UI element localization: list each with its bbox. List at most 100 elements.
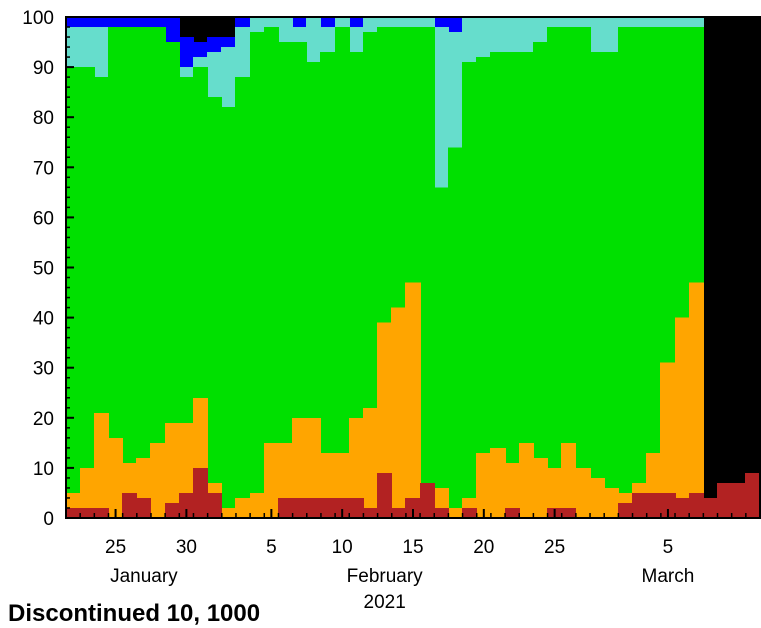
green-bar [476, 57, 491, 519]
darkred-bar [731, 482, 746, 518]
orange-bar [575, 467, 591, 518]
x-tick-label: 30 [176, 537, 197, 558]
orange-bar [476, 452, 491, 518]
x-tick-label: 5 [663, 537, 674, 558]
orange-bar [675, 317, 690, 518]
green-bar [349, 52, 364, 518]
green-bar [363, 32, 378, 518]
green-bar [306, 62, 321, 519]
darkred-bar [391, 507, 406, 518]
darkred-bar [320, 497, 336, 518]
green-bar [590, 52, 605, 518]
orange-bar [547, 467, 562, 518]
orange-bar [604, 487, 619, 518]
green-bar [235, 77, 251, 519]
orange-bar [150, 442, 166, 518]
orange-bar [448, 507, 463, 518]
axis-labels: 0 10 20 30 40 50 60 70 80 90 100 25 30 5 10 15 20 25 5 Janu… [22, 8, 694, 613]
darkred-bar [675, 497, 690, 518]
darkred-bar [292, 497, 307, 518]
orange-bar [349, 417, 364, 518]
green-bar [547, 27, 562, 519]
green-bar [420, 27, 435, 519]
x-tick-label: 10 [332, 537, 353, 558]
green-bar [150, 27, 166, 519]
y-tick-label: 60 [33, 208, 54, 229]
green-bar [108, 27, 123, 519]
darkred-bar [306, 497, 321, 518]
green-bar [448, 147, 463, 518]
y-tick-label: 40 [33, 309, 54, 330]
x-tick-label: 25 [105, 537, 126, 558]
bar-layer [66, 17, 760, 519]
y-tick-label: 50 [33, 259, 54, 280]
y-tick-label: 70 [33, 158, 54, 179]
month-label: February [347, 566, 424, 587]
darkred-bar [505, 507, 520, 518]
green-bar [80, 67, 95, 518]
y-tick-label: 100 [22, 8, 54, 29]
x-tick-label: 5 [266, 537, 277, 558]
orange-bar [306, 417, 321, 518]
green-bar [320, 52, 336, 518]
x-tick-label: 25 [544, 537, 565, 558]
darkred-bar [377, 472, 392, 518]
green-bar [250, 32, 265, 518]
green-bar [462, 62, 477, 519]
green-bar [561, 27, 576, 519]
green-bar [519, 52, 534, 518]
darkred-bar [94, 507, 109, 518]
darkred-bar [179, 492, 194, 518]
darkred-bar [660, 492, 676, 518]
green-bar [434, 187, 449, 518]
darkred-bar [618, 502, 633, 518]
caption: Discontinued 10, 1000 [8, 600, 261, 627]
darkred-bar [632, 492, 647, 518]
orange-bar [660, 362, 676, 518]
orange-bar [519, 442, 534, 518]
darkred-bar [165, 502, 180, 518]
darkred-bar [745, 472, 760, 518]
darkred-bar [434, 507, 449, 518]
green-bar [221, 107, 236, 519]
orange-bar [235, 497, 251, 518]
green-bar [490, 52, 506, 518]
green-bar [278, 42, 293, 519]
orange-bar [108, 437, 123, 518]
green-bar [335, 27, 350, 519]
y-tick-label: 30 [33, 359, 54, 380]
orange-bar [221, 507, 236, 518]
green-bar [66, 67, 81, 518]
x-tick-label: 20 [473, 537, 494, 558]
y-tick-label: 80 [33, 108, 54, 129]
y-tick-label: 0 [43, 509, 54, 530]
green-bar [264, 27, 279, 519]
orange-bar [250, 492, 265, 518]
green-bar [179, 77, 194, 519]
chart: 0 10 20 30 40 50 60 70 80 90 100 25 30 5 10 15 20 25 5 Janu… [22, 8, 761, 613]
orange-bar [405, 282, 421, 518]
darkred-series [66, 467, 760, 518]
orange-bar [80, 467, 95, 518]
green-bar [136, 27, 151, 519]
orange-bar [590, 477, 605, 518]
green-bar [646, 27, 661, 519]
orange-bar [689, 282, 704, 518]
darkred-bar [66, 507, 81, 518]
darkred-bar [462, 507, 477, 518]
darkred-bar [561, 507, 576, 518]
orange-bar [94, 412, 109, 518]
orange-bar [264, 442, 279, 518]
darkred-bar [136, 497, 151, 518]
axes [65, 16, 761, 519]
orange-bar [490, 447, 506, 518]
orange-bar [377, 322, 392, 518]
green-bar [165, 42, 180, 519]
orange-bar [533, 457, 548, 518]
green-bar [533, 42, 548, 519]
green-bar [604, 52, 619, 518]
darkred-bar [363, 507, 378, 518]
darkred-bar [335, 497, 350, 518]
orange-bar [505, 462, 520, 518]
x-tick-label: 15 [402, 537, 423, 558]
